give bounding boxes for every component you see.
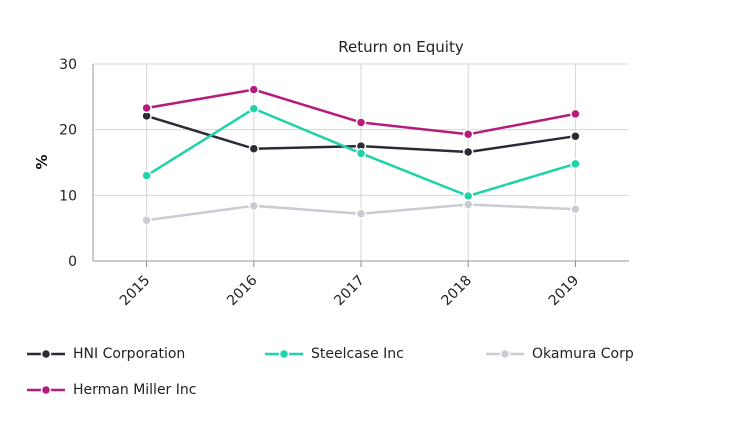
legend-item[interactable]: Steelcase Inc (265, 344, 404, 364)
x-tick-label: 2015 (117, 273, 154, 310)
data-point[interactable] (141, 102, 152, 114)
data-point[interactable] (355, 208, 367, 219)
legend-swatch (486, 348, 524, 360)
data-point[interactable] (248, 200, 260, 212)
legend-item[interactable]: Herman Miller Inc (27, 380, 196, 400)
chart-title: Return on Equity (338, 38, 464, 56)
legend-label: HNI Corporation (73, 346, 186, 362)
data-point[interactable] (355, 148, 367, 159)
legend-label: Steelcase Inc (311, 346, 404, 362)
data-point[interactable] (462, 129, 474, 140)
data-point[interactable] (570, 203, 581, 215)
data-point[interactable] (462, 190, 474, 202)
y-axis-label: % (33, 154, 51, 169)
legend-label: Herman Miller Inc (73, 382, 197, 398)
x-tick-label: 2019 (546, 273, 583, 310)
x-tick-label: 2017 (331, 273, 368, 310)
x-tick-label: 2018 (439, 273, 476, 310)
legend-swatch (265, 348, 303, 360)
y-tick-label: 0 (68, 254, 77, 270)
legend-swatch (27, 384, 65, 396)
data-point[interactable] (248, 103, 260, 114)
data-point[interactable] (248, 143, 260, 154)
legend-item[interactable]: Okamura Corp (486, 344, 634, 364)
data-point[interactable] (570, 130, 581, 142)
legend-swatch (27, 348, 65, 360)
data-point[interactable] (248, 84, 260, 95)
data-point[interactable] (570, 108, 581, 120)
data-point[interactable] (141, 170, 152, 181)
data-point[interactable] (462, 146, 474, 158)
x-tick-label: 2016 (224, 272, 261, 309)
y-tick-label: 30 (59, 57, 77, 73)
data-point[interactable] (355, 117, 367, 128)
data-point[interactable] (570, 158, 581, 170)
data-point[interactable] (462, 199, 474, 210)
legend-item[interactable]: HNI Corporation (27, 344, 185, 364)
legend-label: Okamura Corp (532, 346, 634, 362)
y-tick-label: 20 (59, 123, 77, 139)
y-tick-label: 10 (59, 188, 77, 204)
data-point[interactable] (141, 215, 152, 226)
